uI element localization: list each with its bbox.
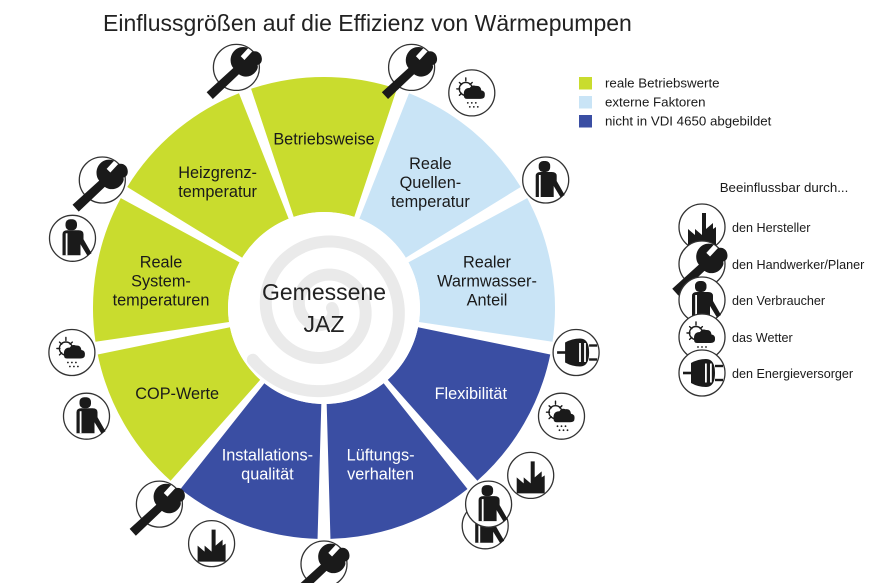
svg-text:Lüftungs-verhalten: Lüftungs-verhalten <box>347 447 415 484</box>
svg-text:nicht in VDI 4650 abgebildet: nicht in VDI 4650 abgebildet <box>605 114 772 129</box>
svg-text:Betriebsweise: Betriebsweise <box>273 131 374 149</box>
svg-text:Heizgrenz-temperatur: Heizgrenz-temperatur <box>178 164 257 201</box>
svg-text:den Hersteller: den Hersteller <box>732 221 810 235</box>
svg-text:COP-Werte: COP-Werte <box>135 385 219 403</box>
svg-text:Flexibilität: Flexibilität <box>435 385 508 403</box>
svg-text:externe Faktoren: externe Faktoren <box>605 95 706 110</box>
svg-text:das Wetter: das Wetter <box>732 331 793 345</box>
svg-text:den Handwerker/Planer: den Handwerker/Planer <box>732 258 864 272</box>
svg-text:reale Betriebswerte: reale Betriebswerte <box>605 76 720 91</box>
svg-text:den Verbraucher: den Verbraucher <box>732 294 825 308</box>
svg-text:JAZ: JAZ <box>304 311 345 337</box>
svg-text:Gemessene: Gemessene <box>262 279 386 305</box>
svg-text:Beeinflussbar durch...: Beeinflussbar durch... <box>720 180 849 195</box>
svg-text:den Energieversorger: den Energieversorger <box>732 367 853 381</box>
